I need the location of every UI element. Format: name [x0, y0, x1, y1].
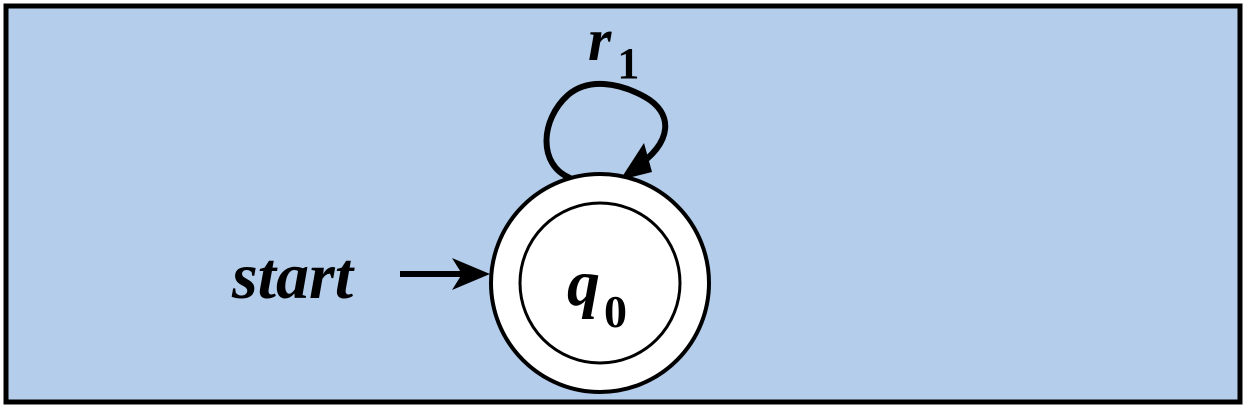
- state-label-subscript: 0: [604, 286, 627, 337]
- start-arrowhead: [452, 258, 490, 290]
- self-loop-label-name: r: [588, 7, 612, 73]
- state-label: q0: [567, 247, 627, 337]
- start-label: start: [231, 240, 355, 313]
- state-label-name: q: [567, 247, 600, 320]
- state-inner-circle: [518, 201, 682, 365]
- self-loop-arrowhead: [620, 143, 652, 180]
- self-loop-edge: [543, 81, 669, 181]
- self-loop-label-subscript: 1: [617, 39, 639, 88]
